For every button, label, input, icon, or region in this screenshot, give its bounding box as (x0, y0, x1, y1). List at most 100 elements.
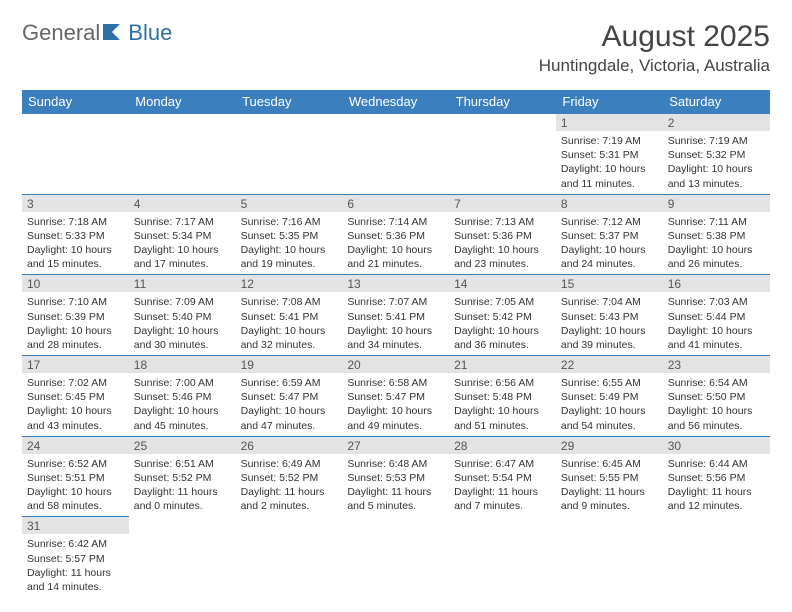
sunrise-text: Sunrise: 7:00 AM (134, 376, 231, 390)
page-header: General Blue August 2025 Huntingdale, Vi… (22, 20, 770, 76)
daylight-text: Daylight: 10 hours and 17 minutes. (134, 243, 231, 271)
calendar-day-cell: 25Sunrise: 6:51 AMSunset: 5:52 PMDayligh… (129, 436, 236, 517)
daylight-text: Daylight: 11 hours and 0 minutes. (134, 485, 231, 513)
sunset-text: Sunset: 5:36 PM (454, 229, 551, 243)
sunset-text: Sunset: 5:57 PM (27, 552, 124, 566)
sunrise-text: Sunrise: 7:16 AM (241, 215, 338, 229)
daylight-text: Daylight: 10 hours and 49 minutes. (347, 404, 444, 432)
location-subtitle: Huntingdale, Victoria, Australia (539, 56, 770, 76)
daylight-text: Daylight: 10 hours and 43 minutes. (27, 404, 124, 432)
day-details: Sunrise: 7:18 AMSunset: 5:33 PMDaylight:… (22, 212, 129, 275)
daylight-text: Daylight: 10 hours and 32 minutes. (241, 324, 338, 352)
day-details: Sunrise: 7:02 AMSunset: 5:45 PMDaylight:… (22, 373, 129, 436)
calendar-day-cell: 31Sunrise: 6:42 AMSunset: 5:57 PMDayligh… (22, 517, 129, 597)
calendar-table: Sunday Monday Tuesday Wednesday Thursday… (22, 90, 770, 597)
logo-text-1: General (22, 20, 100, 46)
calendar-day-cell (342, 114, 449, 195)
day-details: Sunrise: 7:12 AMSunset: 5:37 PMDaylight:… (556, 212, 663, 275)
day-number: 24 (22, 437, 129, 454)
daylight-text: Daylight: 10 hours and 47 minutes. (241, 404, 338, 432)
sunrise-text: Sunrise: 7:14 AM (347, 215, 444, 229)
day-details: Sunrise: 7:05 AMSunset: 5:42 PMDaylight:… (449, 292, 556, 355)
calendar-day-cell: 29Sunrise: 6:45 AMSunset: 5:55 PMDayligh… (556, 436, 663, 517)
sunset-text: Sunset: 5:49 PM (561, 390, 658, 404)
day-number: 12 (236, 275, 343, 292)
daylight-text: Daylight: 10 hours and 24 minutes. (561, 243, 658, 271)
day-number: 7 (449, 195, 556, 212)
calendar-day-cell (449, 114, 556, 195)
sunrise-text: Sunrise: 6:54 AM (668, 376, 765, 390)
sunset-text: Sunset: 5:32 PM (668, 148, 765, 162)
day-number: 14 (449, 275, 556, 292)
weekday-header: Thursday (449, 90, 556, 114)
calendar-day-cell: 19Sunrise: 6:59 AMSunset: 5:47 PMDayligh… (236, 356, 343, 437)
sunset-text: Sunset: 5:56 PM (668, 471, 765, 485)
sunrise-text: Sunrise: 6:45 AM (561, 457, 658, 471)
calendar-day-cell: 18Sunrise: 7:00 AMSunset: 5:46 PMDayligh… (129, 356, 236, 437)
weekday-header: Tuesday (236, 90, 343, 114)
calendar-day-cell (236, 114, 343, 195)
calendar-day-cell: 17Sunrise: 7:02 AMSunset: 5:45 PMDayligh… (22, 356, 129, 437)
sunset-text: Sunset: 5:40 PM (134, 310, 231, 324)
daylight-text: Daylight: 10 hours and 26 minutes. (668, 243, 765, 271)
daylight-text: Daylight: 10 hours and 39 minutes. (561, 324, 658, 352)
daylight-text: Daylight: 11 hours and 5 minutes. (347, 485, 444, 513)
logo: General Blue (22, 20, 172, 46)
sunrise-text: Sunrise: 6:51 AM (134, 457, 231, 471)
sunrise-text: Sunrise: 7:09 AM (134, 295, 231, 309)
day-number: 19 (236, 356, 343, 373)
calendar-day-cell (236, 517, 343, 597)
weekday-header: Monday (129, 90, 236, 114)
sunset-text: Sunset: 5:54 PM (454, 471, 551, 485)
day-details: Sunrise: 7:19 AMSunset: 5:32 PMDaylight:… (663, 131, 770, 194)
day-details: Sunrise: 6:47 AMSunset: 5:54 PMDaylight:… (449, 454, 556, 517)
sunrise-text: Sunrise: 7:02 AM (27, 376, 124, 390)
weekday-header: Sunday (22, 90, 129, 114)
day-details: Sunrise: 6:56 AMSunset: 5:48 PMDaylight:… (449, 373, 556, 436)
day-number: 26 (236, 437, 343, 454)
day-number: 30 (663, 437, 770, 454)
calendar-week-row: 3Sunrise: 7:18 AMSunset: 5:33 PMDaylight… (22, 194, 770, 275)
day-details: Sunrise: 7:09 AMSunset: 5:40 PMDaylight:… (129, 292, 236, 355)
sunrise-text: Sunrise: 6:48 AM (347, 457, 444, 471)
calendar-day-cell: 12Sunrise: 7:08 AMSunset: 5:41 PMDayligh… (236, 275, 343, 356)
sunrise-text: Sunrise: 6:56 AM (454, 376, 551, 390)
daylight-text: Daylight: 10 hours and 56 minutes. (668, 404, 765, 432)
day-details: Sunrise: 7:08 AMSunset: 5:41 PMDaylight:… (236, 292, 343, 355)
day-number: 23 (663, 356, 770, 373)
sunset-text: Sunset: 5:35 PM (241, 229, 338, 243)
calendar-week-row: 1Sunrise: 7:19 AMSunset: 5:31 PMDaylight… (22, 114, 770, 195)
day-number: 15 (556, 275, 663, 292)
sunset-text: Sunset: 5:34 PM (134, 229, 231, 243)
sunrise-text: Sunrise: 7:07 AM (347, 295, 444, 309)
sunset-text: Sunset: 5:52 PM (241, 471, 338, 485)
day-number: 9 (663, 195, 770, 212)
daylight-text: Daylight: 10 hours and 41 minutes. (668, 324, 765, 352)
calendar-day-cell: 26Sunrise: 6:49 AMSunset: 5:52 PMDayligh… (236, 436, 343, 517)
calendar-week-row: 31Sunrise: 6:42 AMSunset: 5:57 PMDayligh… (22, 517, 770, 597)
sunset-text: Sunset: 5:48 PM (454, 390, 551, 404)
day-details: Sunrise: 6:59 AMSunset: 5:47 PMDaylight:… (236, 373, 343, 436)
weekday-header: Friday (556, 90, 663, 114)
page-title: August 2025 (539, 20, 770, 54)
calendar-day-cell: 1Sunrise: 7:19 AMSunset: 5:31 PMDaylight… (556, 114, 663, 195)
calendar-day-cell (129, 517, 236, 597)
sunset-text: Sunset: 5:41 PM (347, 310, 444, 324)
sunrise-text: Sunrise: 6:47 AM (454, 457, 551, 471)
calendar-day-cell: 9Sunrise: 7:11 AMSunset: 5:38 PMDaylight… (663, 194, 770, 275)
calendar-day-cell (663, 517, 770, 597)
sunset-text: Sunset: 5:50 PM (668, 390, 765, 404)
sunset-text: Sunset: 5:45 PM (27, 390, 124, 404)
sunrise-text: Sunrise: 7:19 AM (668, 134, 765, 148)
calendar-day-cell (342, 517, 449, 597)
logo-flag-icon (102, 23, 126, 41)
calendar-day-cell: 15Sunrise: 7:04 AMSunset: 5:43 PMDayligh… (556, 275, 663, 356)
day-number: 2 (663, 114, 770, 131)
day-number: 4 (129, 195, 236, 212)
day-details: Sunrise: 7:19 AMSunset: 5:31 PMDaylight:… (556, 131, 663, 194)
day-details: Sunrise: 7:17 AMSunset: 5:34 PMDaylight:… (129, 212, 236, 275)
calendar-day-cell (556, 517, 663, 597)
calendar-day-cell: 21Sunrise: 6:56 AMSunset: 5:48 PMDayligh… (449, 356, 556, 437)
weekday-header-row: Sunday Monday Tuesday Wednesday Thursday… (22, 90, 770, 114)
calendar-day-cell: 5Sunrise: 7:16 AMSunset: 5:35 PMDaylight… (236, 194, 343, 275)
